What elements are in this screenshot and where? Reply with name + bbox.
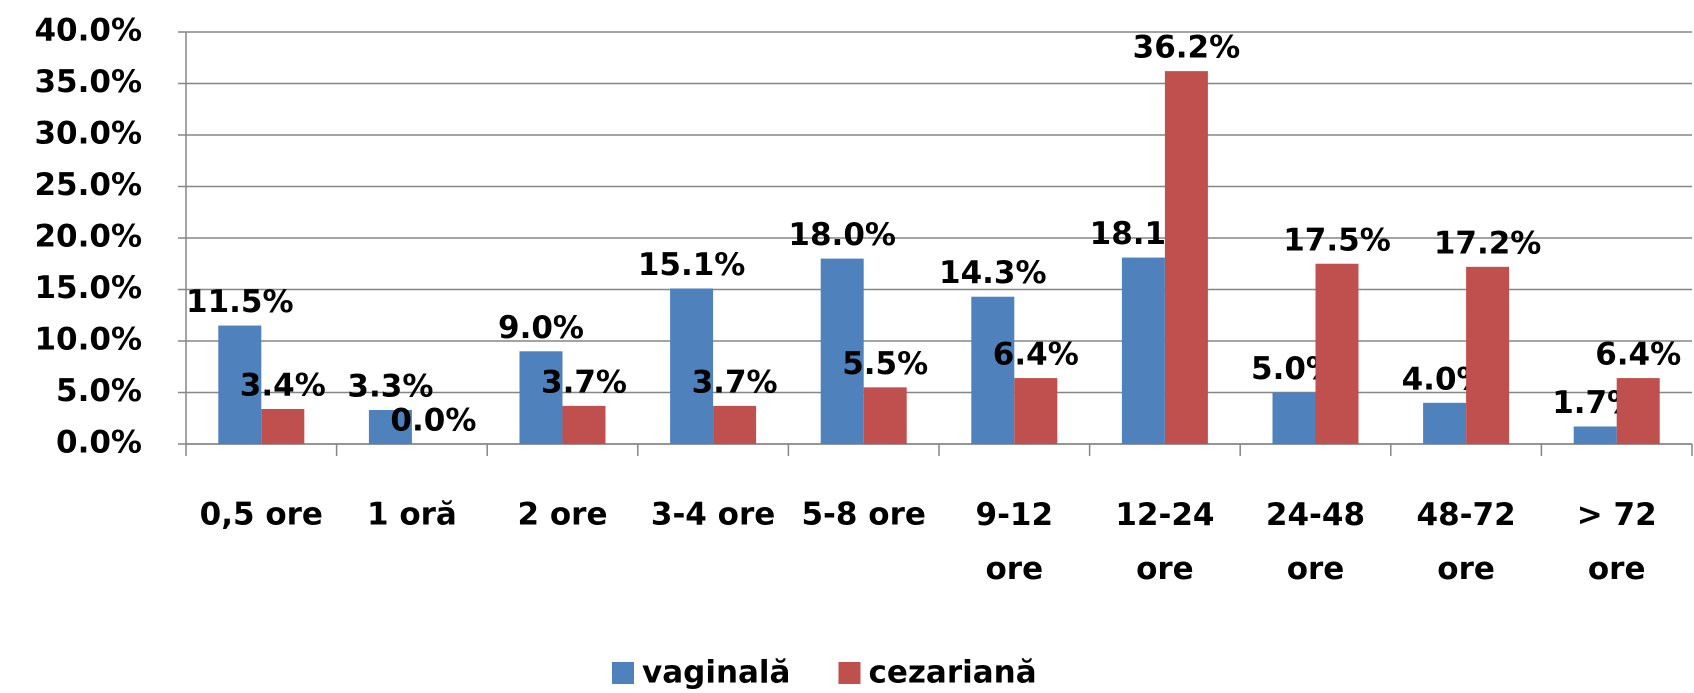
legend-label: vaginală bbox=[642, 655, 790, 691]
value-label: 3.3% bbox=[347, 369, 433, 405]
bar bbox=[1121, 257, 1165, 444]
y-tick-label: 10.0% bbox=[34, 322, 142, 358]
value-label: 14.3% bbox=[939, 255, 1047, 291]
x-tick-label: 5-8 ore bbox=[801, 497, 925, 533]
bar bbox=[218, 325, 262, 444]
y-tick-label: 20.0% bbox=[34, 219, 142, 255]
x-tick-label: 48-72 ore bbox=[1417, 497, 1516, 587]
x-tick-label-line: ore bbox=[1136, 551, 1194, 587]
legend-swatch bbox=[838, 662, 861, 684]
value-label: 3.7% bbox=[692, 364, 778, 400]
x-tick-label: 24-48 ore bbox=[1266, 497, 1365, 587]
x-tick-label-line: > 72 bbox=[1577, 497, 1657, 533]
x-tick-label: 12-24 ore bbox=[1115, 497, 1214, 587]
bar bbox=[820, 258, 864, 444]
bar bbox=[670, 288, 714, 444]
x-tick-label-line: 9-12 bbox=[976, 497, 1054, 533]
bar bbox=[1573, 426, 1617, 444]
value-label: 9.0% bbox=[498, 310, 584, 346]
bar bbox=[1466, 266, 1510, 444]
bar bbox=[1164, 71, 1208, 444]
legend-swatch bbox=[612, 662, 634, 684]
bar bbox=[1014, 378, 1058, 444]
value-label: 6.4% bbox=[1595, 337, 1681, 373]
y-tick-label: 30.0% bbox=[34, 116, 142, 152]
legend-label: cezariană bbox=[868, 655, 1036, 691]
y-tick-label: 40.0% bbox=[34, 13, 142, 49]
bar bbox=[713, 405, 757, 444]
x-tick-label-line: ore bbox=[1437, 551, 1495, 587]
y-tick-label: 35.0% bbox=[34, 64, 142, 100]
y-tick-label: 25.0% bbox=[34, 167, 142, 203]
x-tick-label-line: ore bbox=[1588, 551, 1646, 587]
bar bbox=[971, 296, 1015, 444]
y-tick-label: 5.0% bbox=[56, 373, 142, 409]
x-tick-label-line: ore bbox=[985, 551, 1043, 587]
bar bbox=[1315, 263, 1359, 444]
value-label: 3.4% bbox=[240, 367, 326, 403]
value-label: 11.5% bbox=[186, 284, 294, 320]
y-tick-label: 15.0% bbox=[34, 270, 142, 306]
x-tick-label: 9-12 ore bbox=[976, 497, 1054, 587]
value-label: 36.2% bbox=[1133, 30, 1241, 66]
bar bbox=[1423, 402, 1467, 444]
x-tick-label: > 72 ore bbox=[1577, 497, 1657, 587]
x-tick-label-line: 12-24 bbox=[1115, 497, 1214, 533]
x-tick-label: 3-4 ore bbox=[651, 497, 775, 533]
value-label: 15.1% bbox=[638, 247, 746, 283]
value-label: 5.5% bbox=[842, 346, 928, 382]
x-tick-label-line: 48-72 bbox=[1417, 497, 1516, 533]
bar bbox=[368, 410, 412, 444]
bar bbox=[863, 387, 907, 444]
bar bbox=[1616, 378, 1660, 444]
x-tick-label-line: 24-48 bbox=[1266, 497, 1365, 533]
value-label: 17.2% bbox=[1434, 225, 1542, 261]
x-tick-label: 1 oră bbox=[367, 497, 457, 533]
value-label: 0.0% bbox=[390, 403, 476, 439]
x-tick-label: 0,5 ore bbox=[200, 497, 323, 533]
x-tick-label: 2 ore bbox=[518, 497, 608, 533]
bar bbox=[1272, 392, 1316, 444]
x-tick-label-line: ore bbox=[1287, 551, 1345, 587]
value-label: 3.7% bbox=[541, 364, 627, 400]
value-label: 18.0% bbox=[788, 217, 896, 253]
value-label: 17.5% bbox=[1283, 222, 1391, 258]
bar bbox=[519, 351, 563, 444]
bar bbox=[562, 405, 606, 444]
value-label: 6.4% bbox=[993, 337, 1079, 373]
y-tick-label: 0.0% bbox=[56, 425, 142, 461]
bar bbox=[261, 408, 305, 444]
